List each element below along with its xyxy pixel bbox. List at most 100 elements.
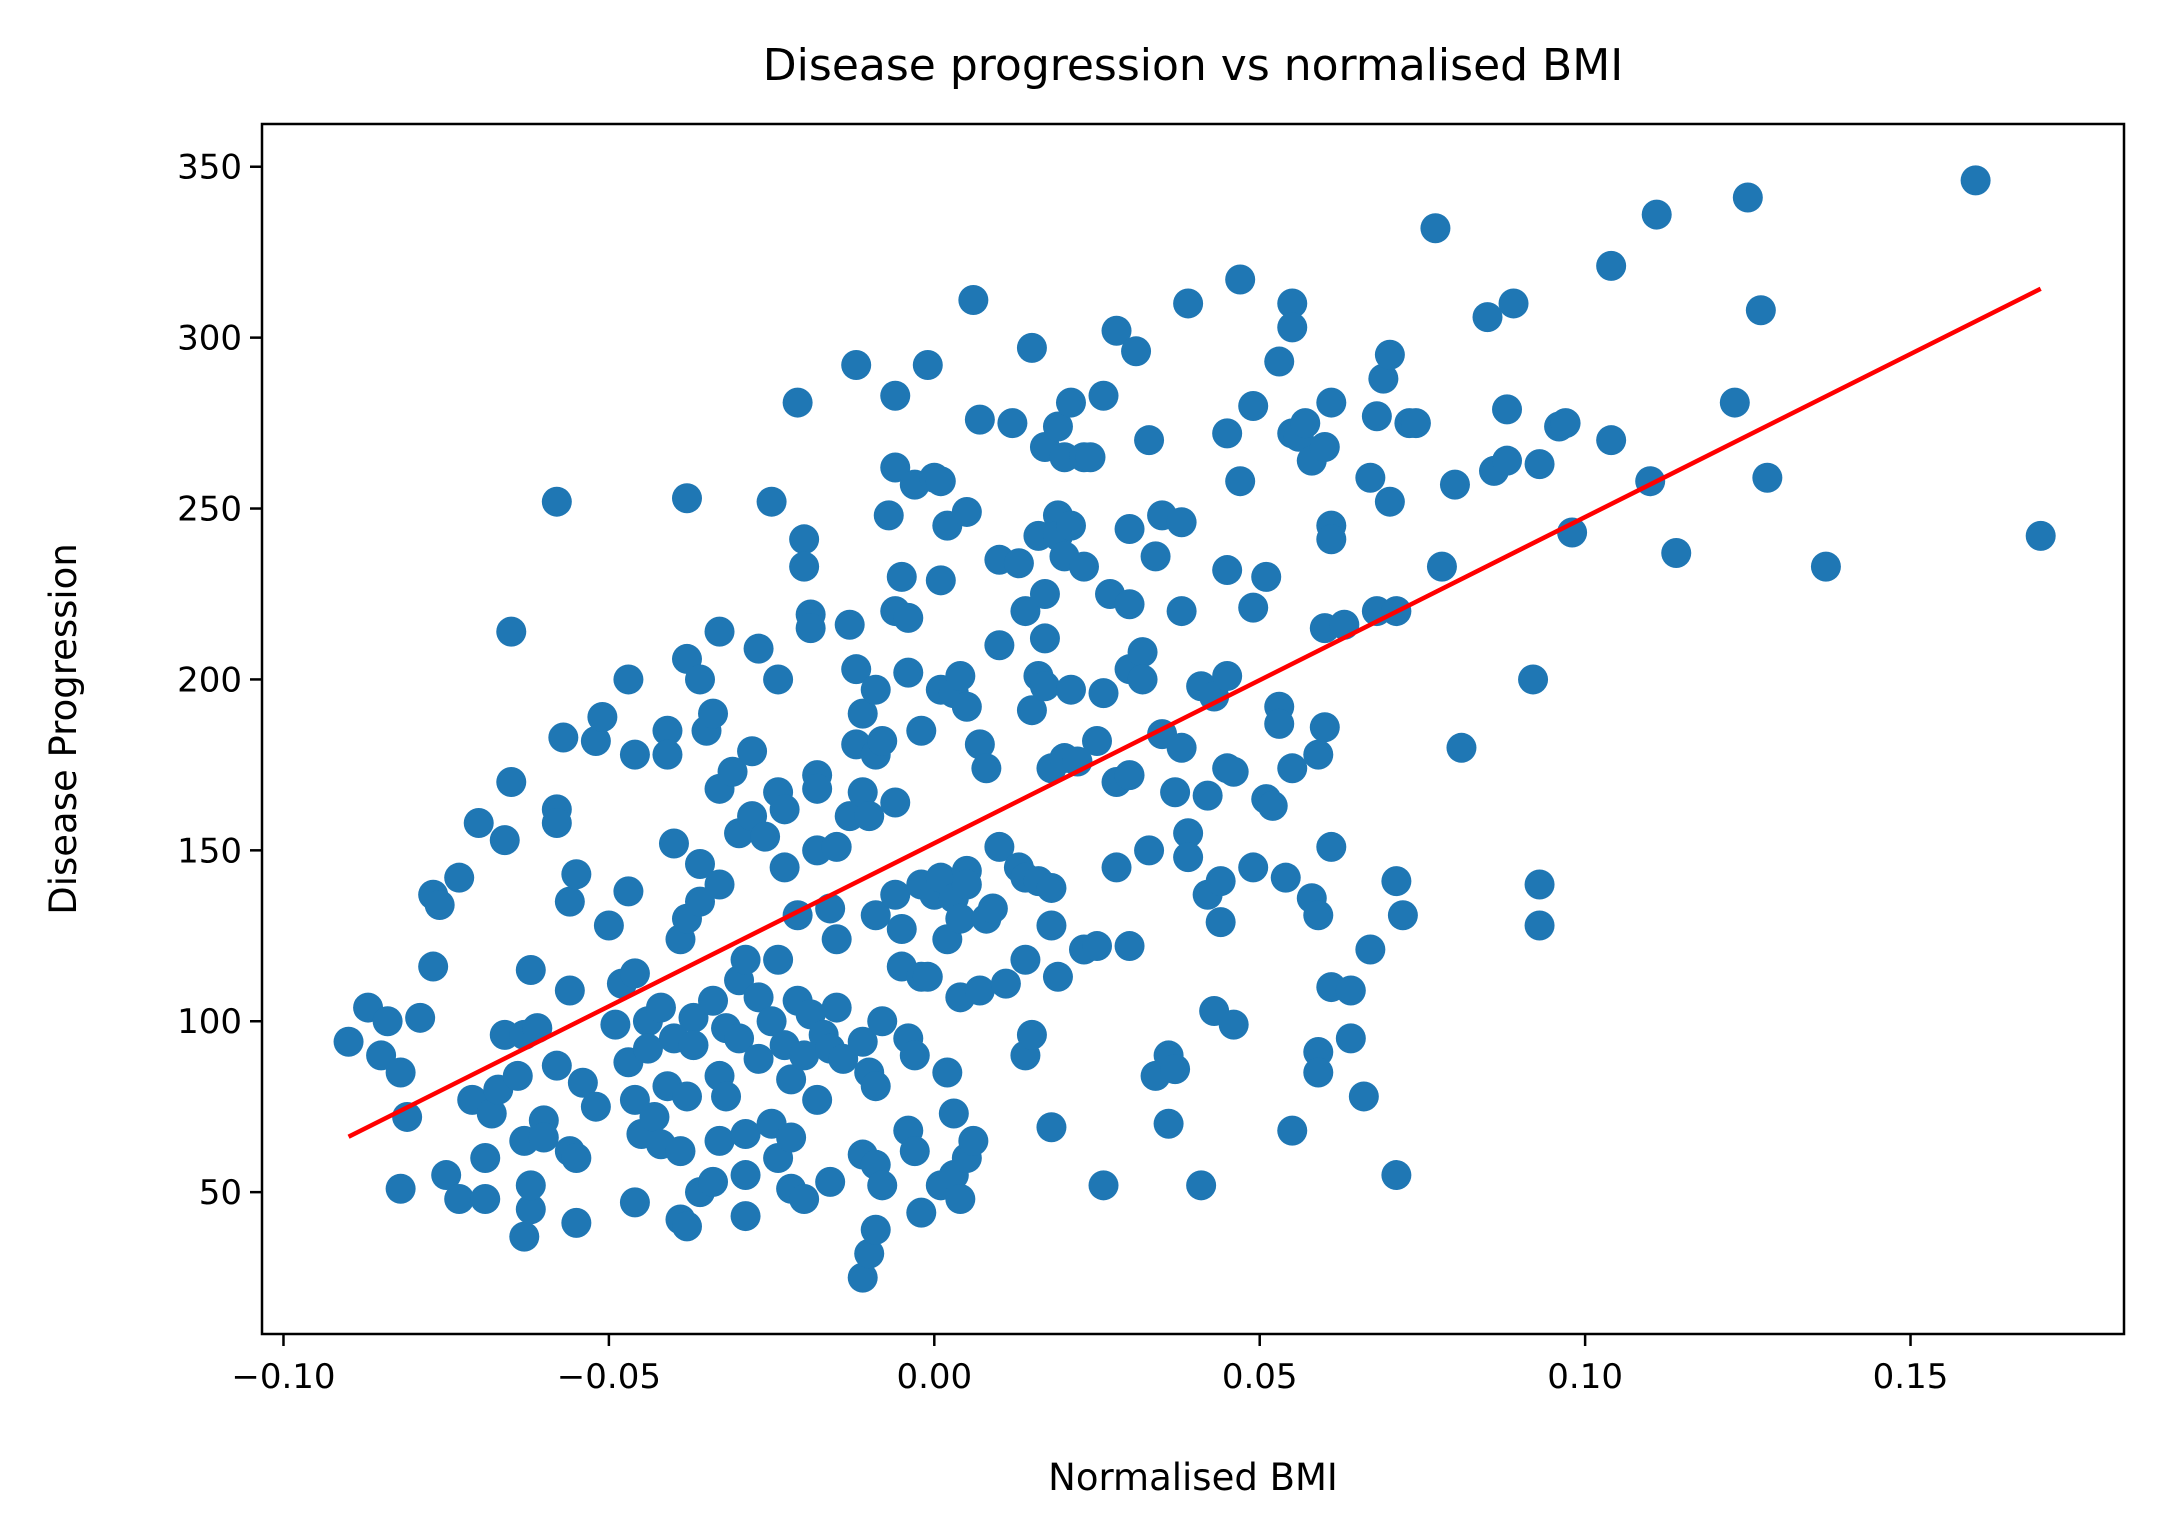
- data-point: [1238, 592, 1269, 623]
- data-point: [1010, 944, 1041, 975]
- data-point: [945, 903, 976, 934]
- data-point: [789, 524, 820, 555]
- y-tick-label: 250: [177, 490, 242, 530]
- data-point: [906, 1197, 937, 1228]
- x-tick-label: 0.10: [1547, 1357, 1623, 1397]
- data-point: [711, 1081, 742, 1112]
- data-point: [789, 1040, 820, 1071]
- data-point: [763, 944, 794, 975]
- data-point: [867, 1170, 898, 1201]
- data-point: [1153, 1108, 1184, 1139]
- data-point: [964, 975, 995, 1006]
- data-point: [1068, 551, 1099, 582]
- data-point: [366, 1040, 397, 1071]
- data-point: [1381, 866, 1412, 897]
- data-point: [698, 1166, 729, 1197]
- data-point: [1029, 623, 1060, 654]
- data-point: [1355, 934, 1386, 965]
- data-point: [756, 1006, 787, 1037]
- data-point: [1257, 790, 1288, 821]
- data-point: [580, 1091, 611, 1122]
- data-point: [1055, 510, 1086, 541]
- data-point: [528, 1122, 559, 1153]
- data-point: [593, 910, 624, 941]
- data-point: [658, 828, 689, 859]
- data-point: [1166, 732, 1197, 763]
- data-point: [541, 807, 572, 838]
- data-point: [782, 387, 813, 418]
- data-point: [470, 1142, 501, 1173]
- data-point: [1212, 661, 1243, 692]
- data-point: [1264, 346, 1295, 377]
- data-point: [1205, 907, 1236, 938]
- data-point: [1225, 264, 1256, 295]
- data-point: [815, 1166, 846, 1197]
- data-point: [1387, 900, 1418, 931]
- data-point: [548, 722, 579, 753]
- data-point: [763, 664, 794, 695]
- data-point: [1042, 411, 1073, 442]
- data-point: [828, 1043, 859, 1074]
- data-point: [951, 496, 982, 527]
- data-point: [795, 613, 826, 644]
- data-point: [1140, 541, 1171, 572]
- data-point: [1036, 1112, 1067, 1143]
- data-point: [789, 1183, 820, 1214]
- data-point: [645, 992, 676, 1023]
- data-point: [1166, 596, 1197, 627]
- data-point: [431, 1160, 462, 1191]
- data-point: [1238, 390, 1269, 421]
- data-point: [1661, 537, 1692, 568]
- data-point: [580, 725, 611, 756]
- data-point: [847, 698, 878, 729]
- data-point: [958, 285, 989, 316]
- data-point: [678, 1002, 709, 1033]
- data-point: [1368, 363, 1399, 394]
- data-point: [685, 849, 716, 880]
- data-point: [1303, 739, 1334, 770]
- data-point: [886, 913, 917, 944]
- data-point: [1524, 869, 1555, 900]
- data-point: [665, 1136, 696, 1167]
- data-point: [1114, 760, 1145, 791]
- x-tick-label: −0.10: [231, 1357, 335, 1397]
- data-point: [698, 985, 729, 1016]
- data-point: [1127, 664, 1158, 695]
- data-point: [652, 715, 683, 746]
- data-point: [841, 654, 872, 685]
- data-point: [522, 1013, 553, 1044]
- data-point: [678, 1030, 709, 1061]
- data-point: [1596, 425, 1627, 456]
- data-point: [1114, 589, 1145, 620]
- data-point: [1082, 931, 1113, 962]
- fit-line-group: [347, 286, 2042, 1139]
- data-point: [1277, 1115, 1308, 1146]
- data-point: [730, 944, 761, 975]
- data-point: [925, 565, 956, 596]
- data-point: [1309, 432, 1340, 463]
- data-point: [847, 1026, 878, 1057]
- data-point: [619, 958, 650, 989]
- data-point: [1016, 332, 1047, 363]
- data-point: [951, 869, 982, 900]
- data-point: [1719, 387, 1750, 418]
- data-point: [333, 1026, 364, 1057]
- data-point: [893, 657, 924, 688]
- data-point: [1277, 288, 1308, 319]
- data-point: [1088, 678, 1119, 709]
- data-point: [561, 1142, 592, 1173]
- data-point: [1225, 466, 1256, 497]
- data-point: [567, 1067, 598, 1098]
- data-point: [958, 1125, 989, 1156]
- data-point: [1355, 462, 1386, 493]
- data-point: [613, 664, 644, 695]
- data-point: [1036, 910, 1067, 941]
- data-point: [1426, 551, 1457, 582]
- data-point: [1016, 695, 1047, 726]
- data-point: [1745, 295, 1776, 326]
- data-point: [1550, 408, 1581, 439]
- data-point: [789, 551, 820, 582]
- data-point: [385, 1057, 416, 1088]
- data-point: [938, 1098, 969, 1129]
- data-point: [743, 1043, 774, 1074]
